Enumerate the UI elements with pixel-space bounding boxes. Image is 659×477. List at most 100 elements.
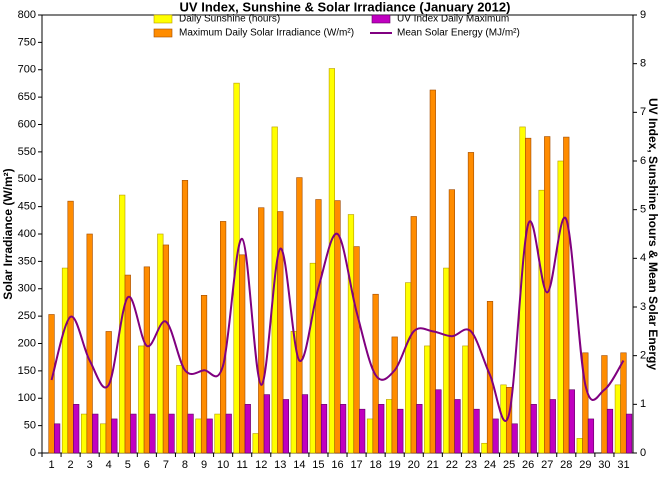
x-tick-label: 24 [484,459,496,471]
bar [296,177,303,454]
x-tick-label: 16 [331,459,343,471]
bar [214,413,221,454]
y2-tick-label: 7 [640,106,646,118]
bar [473,408,480,454]
y-tick-label: 700 [18,64,36,76]
y-tick-label: 800 [18,9,36,21]
bar [282,399,290,454]
bar [309,262,316,454]
bar [366,418,374,454]
y2-tick-label: 3 [640,301,646,313]
bar [568,389,575,454]
bar [549,399,556,454]
bar [157,233,164,454]
bar [162,244,170,454]
y2-tick-label: 1 [640,398,646,410]
x-tick-label: 30 [598,459,610,471]
y-tick-label: 450 [18,201,36,213]
x-tick-label: 29 [579,459,591,471]
y2-tick-label: 6 [640,155,646,167]
x-tick-label: 22 [446,459,458,471]
x-tick-label: 21 [427,459,439,471]
bar [100,423,107,454]
bar [301,394,309,454]
x-tick-label: 25 [503,459,515,471]
y-tick-label: 350 [18,255,36,267]
bar [263,394,270,454]
bar [614,384,621,454]
bar [320,404,328,454]
bar [130,413,137,454]
x-tick-label: 6 [144,459,150,471]
y2-axis-title: UV Index, Sunshine hours & Mean Solar En… [646,98,659,370]
x-tick-label: 13 [274,459,286,471]
bar [353,246,360,454]
bar [448,189,455,454]
bar [525,137,532,454]
bar [429,89,436,454]
bar [530,404,537,454]
x-tick-label: 23 [465,459,477,471]
bar [454,399,461,454]
y-tick-label: 500 [18,173,36,185]
bar [48,314,55,454]
bar [239,254,246,454]
bar [391,336,398,454]
bar [462,345,469,454]
y-tick-label: 750 [18,36,36,48]
bar [538,189,545,454]
bar [61,267,69,454]
y-tick-label: 400 [18,228,36,240]
y2-tick-label: 9 [640,9,646,21]
bar [347,214,355,454]
x-tick-label: 15 [312,459,324,471]
bar [220,221,227,454]
bar [443,267,450,454]
y-tick-label: 200 [18,337,36,349]
bar [315,199,322,454]
y-tick-label: 650 [18,91,36,103]
x-tick-label: 11 [236,459,247,471]
x-tick-label: 10 [217,459,229,471]
y-tick-label: 550 [18,146,36,158]
y2-tick-label: 0 [640,447,646,459]
bar [587,418,595,454]
y2-tick-label: 5 [640,204,646,216]
bar [492,418,499,454]
bar [435,389,442,454]
bar [124,274,131,454]
legend-label: Daily Sunshine (hours) [179,14,280,25]
bar [563,136,570,454]
y-tick-label: 250 [18,310,36,322]
bar [334,200,341,454]
bar [168,413,175,454]
y-tick-label: 0 [30,447,36,459]
x-tick-label: 1 [48,459,54,471]
y2-tick-label: 4 [640,252,646,264]
bar [111,418,118,454]
bar [582,352,589,454]
x-tick-label: 5 [125,459,131,471]
y-tick-label: 600 [18,118,36,130]
bar [80,413,88,454]
bar [416,404,423,454]
bar [359,408,366,454]
bar [105,331,112,454]
y2-tick-label: 2 [640,350,646,362]
x-tick-label: 12 [255,459,267,471]
y-tick-label: 300 [18,283,36,295]
bar [339,404,347,454]
bar [601,355,608,454]
line [50,216,625,422]
bar [467,152,475,454]
bar [138,345,145,454]
bar [405,282,412,454]
x-tick-label: 17 [350,459,362,471]
bar [397,408,404,454]
y-axis-title: Solar Irradiance (W/m²) [1,168,15,299]
bar [625,413,633,454]
bar [576,438,583,454]
legend-swatch [371,14,391,24]
bar [195,418,202,454]
